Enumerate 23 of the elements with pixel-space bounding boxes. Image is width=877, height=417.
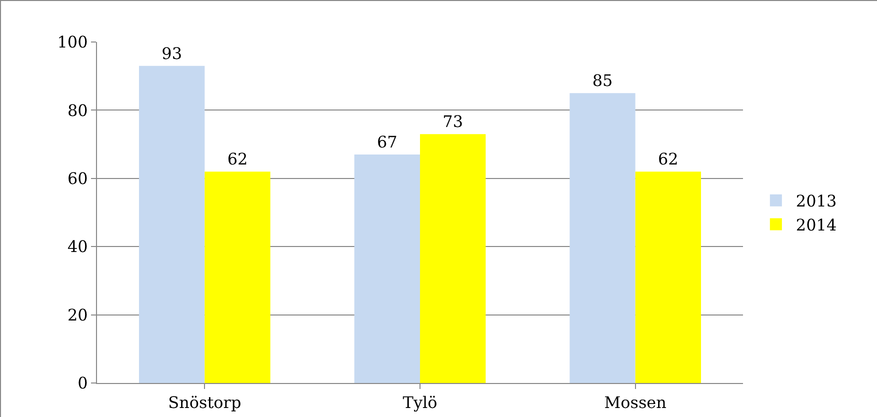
- data-label: 93: [162, 44, 182, 63]
- data-label: 73: [442, 112, 464, 132]
- x-tick-label: Tylö: [402, 393, 438, 412]
- y-tick-label: 80: [67, 100, 88, 120]
- data-label: 62: [658, 150, 678, 169]
- x-tick-label: Mossen: [604, 393, 666, 412]
- y-tick-label: 100: [57, 32, 88, 52]
- legend-label: 2013: [796, 192, 837, 211]
- y-tick-label: 40: [67, 237, 88, 256]
- y-tick-label: 0: [78, 374, 88, 393]
- legend-label: 2014: [796, 215, 837, 234]
- data-label: 67: [376, 132, 398, 152]
- bar: [138, 66, 205, 383]
- bar: [420, 134, 486, 383]
- y-tick-label: 60: [67, 169, 88, 188]
- bar: [570, 93, 636, 383]
- y-tick-label: 20: [67, 305, 88, 324]
- x-tick-label: Snöstorp: [168, 393, 242, 412]
- data-label: 62: [227, 150, 248, 169]
- data-label: 85: [592, 71, 613, 90]
- bar: [635, 172, 702, 383]
- bar: [204, 172, 270, 383]
- bar: [354, 154, 420, 383]
